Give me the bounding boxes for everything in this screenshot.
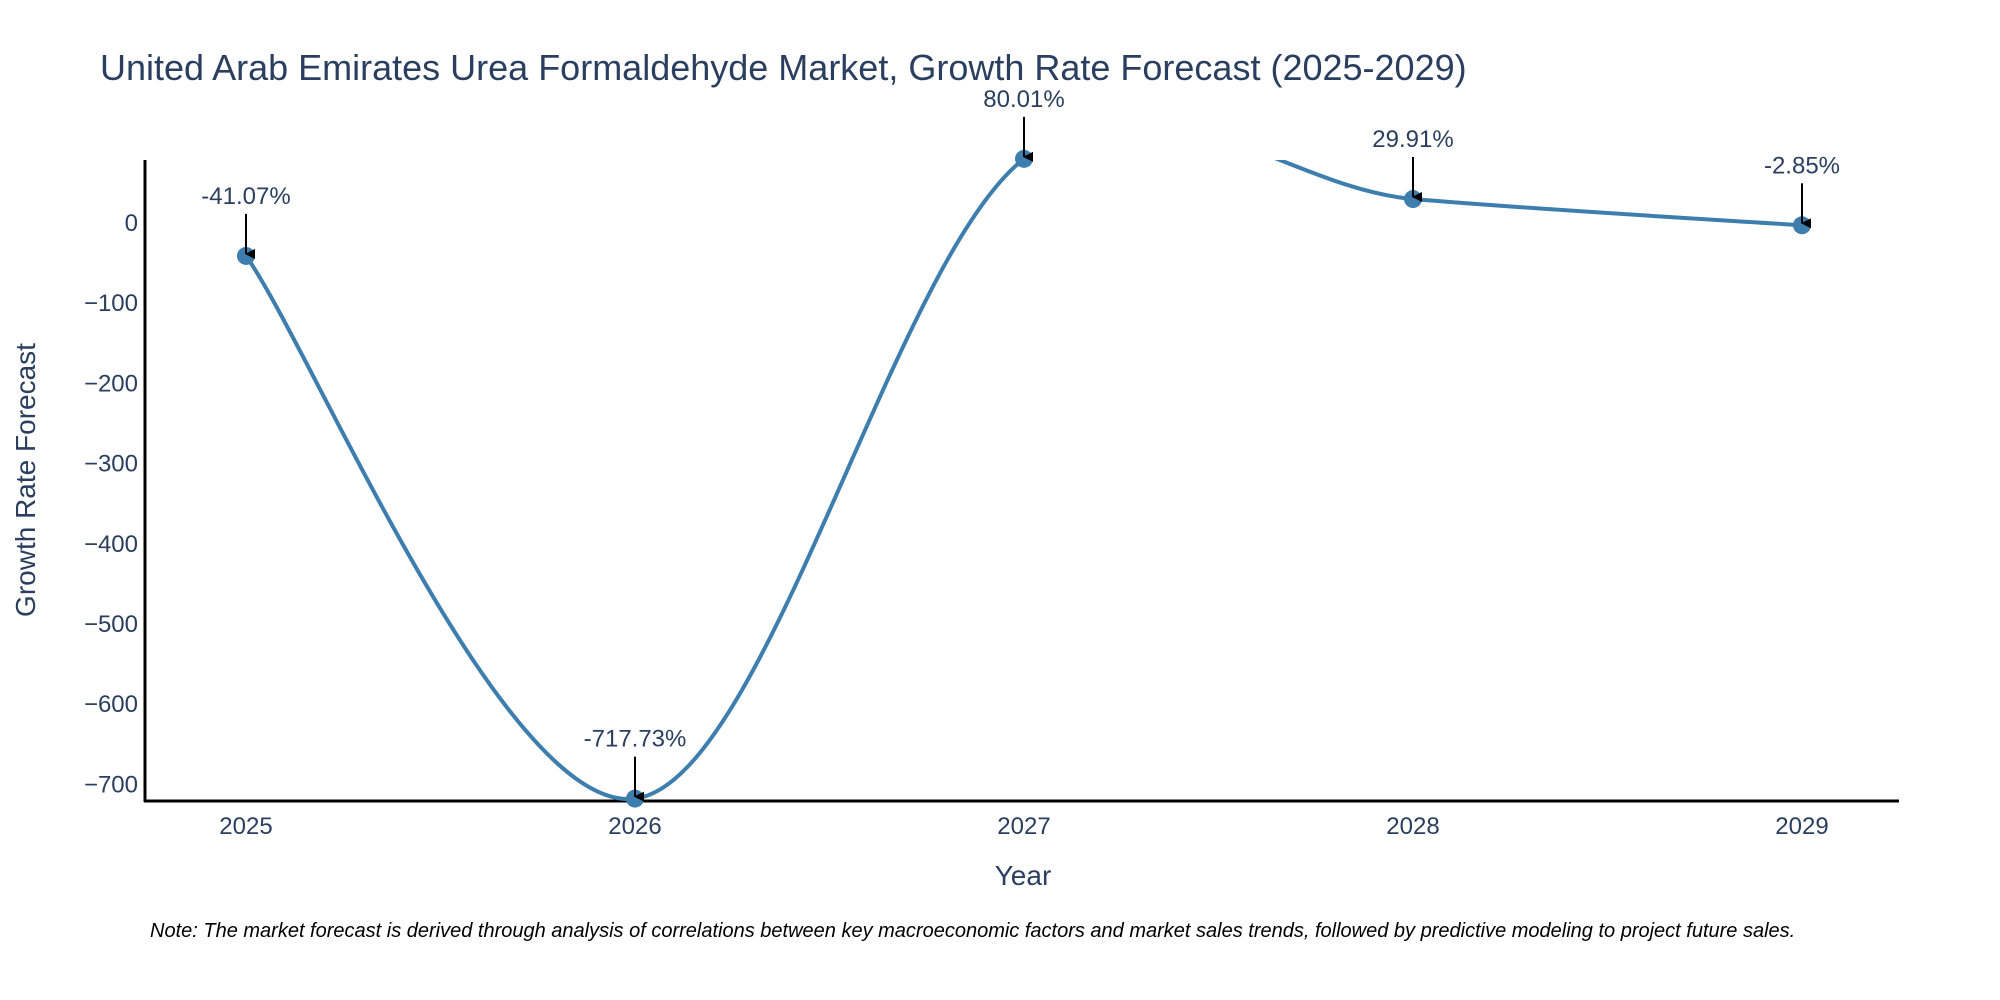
x-tick-label: 2028	[1386, 813, 1439, 840]
x-tick-label: 2025	[219, 813, 272, 840]
y-tick-label: −700	[84, 771, 138, 798]
y-tick-label: −200	[84, 370, 138, 397]
data-label: 29.91%	[1372, 126, 1453, 153]
forecast-note: Note: The market forecast is derived thr…	[150, 920, 1796, 942]
data-points	[237, 149, 1811, 808]
data-label: 80.01%	[983, 86, 1064, 113]
y-axis-title: Growth Rate Forecast	[10, 343, 41, 617]
y-axis-ticks: 0 −100 −200 −300 −400 −500 −600 −700	[84, 210, 138, 798]
data-label: -2.85%	[1764, 152, 1840, 179]
data-labels: -41.07% -717.73% 80.01% 29.91% -2.85%	[201, 86, 1840, 802]
x-axis-title: Year	[995, 860, 1052, 891]
x-tick-label: 2026	[608, 813, 661, 840]
chart-title: United Arab Emirates Urea Formaldehyde M…	[100, 47, 1467, 88]
y-tick-label: −500	[84, 611, 138, 638]
data-label: -41.07%	[201, 183, 290, 210]
y-tick-label: −100	[84, 290, 138, 317]
series-line	[244, 160, 1803, 801]
x-tick-label: 2029	[1775, 813, 1828, 840]
data-label: -717.73%	[584, 726, 687, 753]
x-axis-ticks: 2025 2026 2027 2028 2029	[219, 813, 1828, 840]
y-tick-label: −600	[84, 691, 138, 718]
y-tick-label: −300	[84, 451, 138, 478]
y-tick-label: −400	[84, 531, 138, 558]
y-tick-label: 0	[125, 210, 138, 237]
x-tick-label: 2027	[997, 813, 1050, 840]
